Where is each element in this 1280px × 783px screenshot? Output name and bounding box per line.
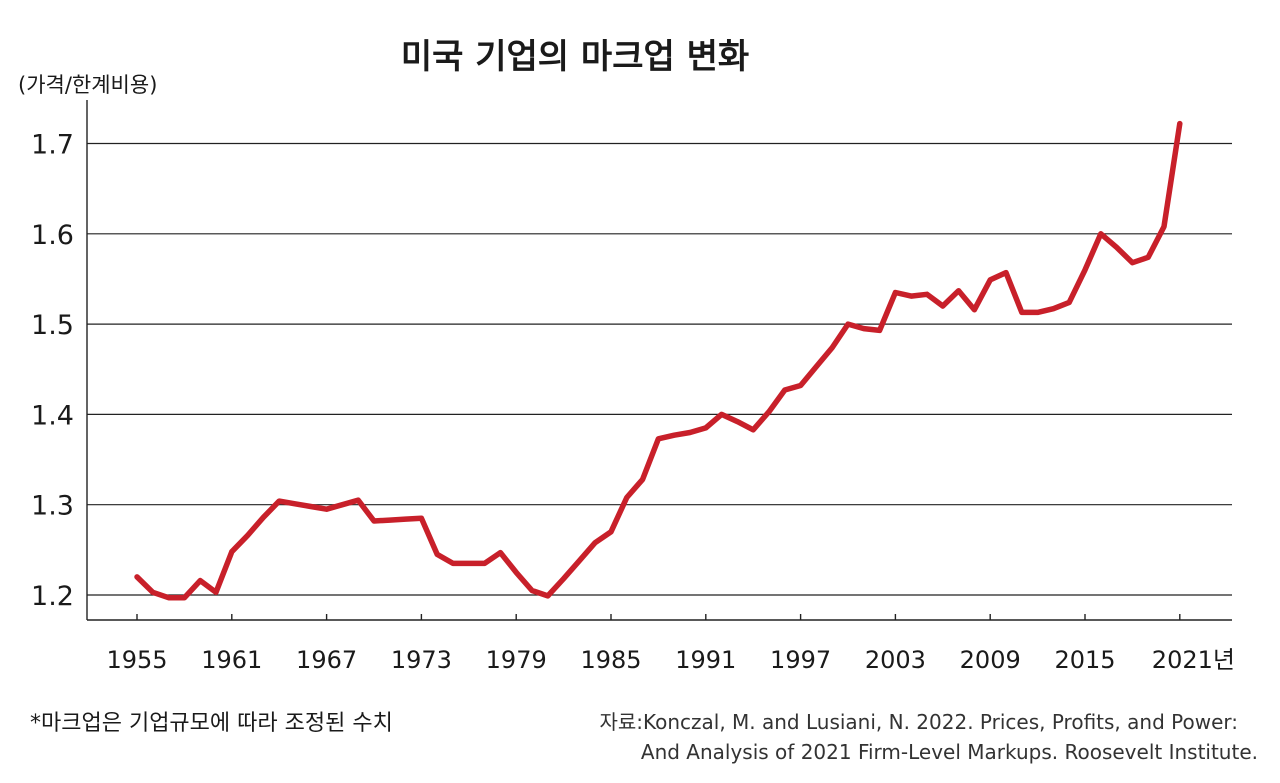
- data-point-2000: [846, 322, 851, 327]
- data-point-1991: [703, 425, 708, 430]
- data-point-1959: [198, 578, 203, 583]
- data-point-2009: [988, 277, 993, 282]
- y-tick-label-1.7: 1.7: [31, 130, 74, 161]
- data-point-1979: [514, 570, 519, 575]
- data-point-1974: [435, 552, 440, 557]
- x-tick-label-2009: 2009: [960, 646, 1021, 674]
- x-tick-label-2003: 2003: [865, 646, 926, 674]
- data-point-2019: [1146, 255, 1151, 260]
- data-point-1998: [814, 364, 819, 369]
- data-point-1958: [182, 595, 187, 600]
- data-point-2020: [1162, 224, 1167, 229]
- data-point-1965: [293, 501, 298, 506]
- data-point-2005: [925, 292, 930, 297]
- data-point-1985: [609, 529, 614, 534]
- data-point-1977: [482, 561, 487, 566]
- data-point-2014: [1067, 300, 1072, 305]
- data-point-1999: [830, 345, 835, 350]
- data-point-1957: [166, 595, 171, 600]
- data-point-2017: [1114, 245, 1119, 250]
- data-point-1955: [135, 574, 140, 579]
- x-tick-label-1985: 1985: [580, 646, 641, 674]
- data-point-2006: [940, 304, 945, 309]
- data-point-2010: [1004, 270, 1009, 275]
- x-tick-label-1961: 1961: [201, 646, 262, 674]
- x-tick-labels: 1955 1961 1967 1973 1979 1985 1991 1997 2003 2009…: [106, 646, 1235, 674]
- data-point-1956: [150, 590, 155, 595]
- data-point-2002: [877, 328, 882, 333]
- data-point-1992: [719, 412, 724, 417]
- series-line-markup: [134, 120, 1183, 601]
- data-point-1988: [656, 436, 661, 441]
- y-tick-label-1.2: 1.2: [31, 581, 74, 612]
- data-point-1976: [466, 561, 471, 566]
- data-point-1963: [261, 515, 266, 520]
- data-point-1962: [245, 533, 250, 538]
- data-point-2013: [1051, 306, 1056, 311]
- data-point-1995: [767, 409, 772, 414]
- data-point-1996: [782, 388, 787, 393]
- y-axis-unit-label: (가격/한계비용): [18, 73, 157, 97]
- data-point-2016: [1098, 231, 1103, 236]
- data-point-1993: [735, 419, 740, 424]
- data-point-1967: [324, 507, 329, 512]
- data-point-1983: [577, 558, 582, 563]
- series-layer: [134, 120, 1183, 601]
- x-tick-label-1979: 1979: [486, 646, 547, 674]
- x-tick-label-1997: 1997: [770, 646, 831, 674]
- data-point-2007: [956, 288, 961, 293]
- data-point-2011: [1019, 310, 1024, 315]
- data-point-1986: [624, 495, 629, 500]
- data-point-1984: [593, 540, 598, 545]
- y-tick-label-1.5: 1.5: [31, 310, 74, 341]
- data-point-2004: [909, 294, 914, 299]
- source-line-2: And Analysis of 2021 Firm-Level Markups.…: [641, 740, 1258, 764]
- data-point-1987: [640, 477, 645, 482]
- data-point-2015: [1083, 267, 1088, 272]
- data-point-2003: [893, 290, 898, 295]
- gridlines: [87, 142, 1232, 596]
- x-tick-label-1991: 1991: [675, 646, 736, 674]
- data-point-1997: [798, 383, 803, 388]
- data-point-1975: [451, 561, 456, 566]
- data-point-1970: [372, 518, 377, 523]
- data-point-1981: [545, 593, 550, 598]
- source-line-1: 자료:Konczal, M. and Lusiani, N. 2022. Pri…: [599, 710, 1238, 734]
- y-tick-label-1.4: 1.4: [31, 400, 74, 431]
- x-tick-label-1955: 1955: [106, 646, 167, 674]
- x-tick-label-2021: 2021년: [1152, 646, 1235, 674]
- data-point-1989: [672, 433, 677, 438]
- data-point-1971: [387, 518, 392, 523]
- data-point-1968: [340, 502, 345, 507]
- y-tick-label-1.3: 1.3: [31, 491, 74, 522]
- data-point-1982: [561, 576, 566, 581]
- x-tick-label-1967: 1967: [296, 646, 357, 674]
- data-point-2012: [1035, 310, 1040, 315]
- data-point-1990: [688, 430, 693, 435]
- data-point-1960: [214, 590, 219, 595]
- data-point-1980: [530, 588, 535, 593]
- data-point-1964: [277, 499, 282, 504]
- data-point-1966: [308, 504, 313, 509]
- data-point-1972: [403, 517, 408, 522]
- data-point-1994: [751, 427, 756, 432]
- x-tick-label-2015: 2015: [1054, 646, 1115, 674]
- data-point-2018: [1130, 260, 1135, 265]
- chart-title: 미국 기업의 마크업 변화: [401, 37, 749, 77]
- data-point-2021: [1177, 121, 1182, 126]
- data-point-1969: [356, 498, 361, 503]
- axes: [86, 100, 1232, 621]
- x-tick-label-1973: 1973: [391, 646, 452, 674]
- y-tick-label-1.6: 1.6: [31, 220, 74, 251]
- data-point-1978: [498, 550, 503, 555]
- data-point-2008: [972, 307, 977, 312]
- data-point-1973: [419, 516, 424, 521]
- y-tick-labels: 1.2 1.3 1.4 1.5 1.6 1.7: [31, 130, 74, 613]
- data-point-1961: [229, 549, 234, 554]
- data-point-2001: [861, 326, 866, 331]
- footnote: *마크업은 기업규모에 따라 조정된 수치: [30, 711, 393, 736]
